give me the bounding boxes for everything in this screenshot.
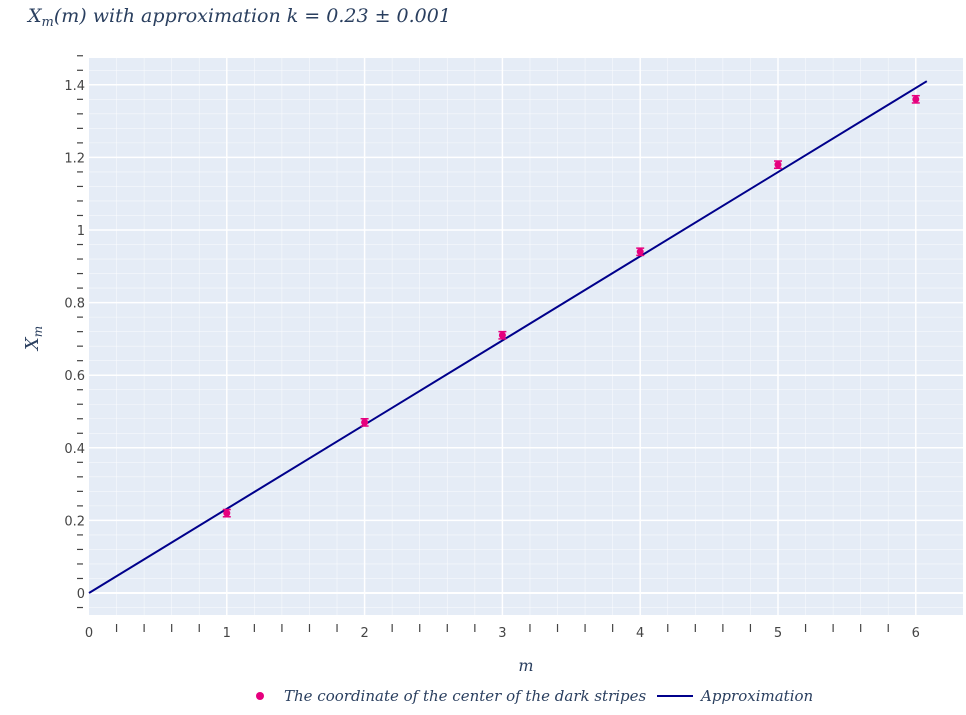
data-point xyxy=(498,331,506,339)
y-tick-label: 0.4 xyxy=(64,442,85,457)
y-tick-label: 0.6 xyxy=(64,369,85,384)
approximation-line-series xyxy=(88,80,928,594)
x-tick-label: 2 xyxy=(360,626,368,641)
x-tick-label: 1 xyxy=(223,626,231,641)
major-gridlines xyxy=(89,58,963,615)
legend[interactable]: The coordinate of the center of the dark… xyxy=(256,687,813,705)
legend-label-line: Approximation xyxy=(699,687,813,705)
y-axis-title: Xm xyxy=(22,326,45,352)
y-tick-label: 1.2 xyxy=(64,151,85,166)
legend-item-markers[interactable]: The coordinate of the center of the dark… xyxy=(256,687,647,705)
legend-label-markers: The coordinate of the center of the dark… xyxy=(284,687,647,705)
approximation-line xyxy=(88,80,928,594)
y-tick-label: 1 xyxy=(77,224,85,239)
data-point xyxy=(223,509,231,517)
chart-title: Xm(m) with approximation k = 0.23 ± 0.00… xyxy=(26,5,451,30)
x-axis-title: m xyxy=(518,656,533,675)
data-point xyxy=(774,161,782,169)
x-tick-label: 5 xyxy=(774,626,782,641)
x-tick-label: 3 xyxy=(498,626,506,641)
y-tick-label: 0.2 xyxy=(64,514,85,529)
y-tick-label: 0.8 xyxy=(64,297,85,312)
data-points-series xyxy=(222,94,920,518)
x-tick-label: 6 xyxy=(912,626,920,641)
x-tick-label: 0 xyxy=(85,626,93,641)
y-tick-labels: 0 0.2 0.4 0.6 0.8 1 1.2 1.4 xyxy=(64,79,85,602)
x-tick-label: 4 xyxy=(636,626,644,641)
plot-area xyxy=(89,58,963,615)
legend-item-line[interactable]: Approximation xyxy=(657,687,813,705)
y-tick-label: 1.4 xyxy=(64,79,85,94)
x-tick-labels: 0 1 2 3 4 5 6 xyxy=(85,626,920,641)
data-point xyxy=(912,95,920,103)
minor-gridlines xyxy=(89,55,963,615)
data-point xyxy=(361,418,369,426)
legend-marker-swatch xyxy=(256,692,264,700)
y-tick-label: 0 xyxy=(77,587,85,602)
data-point xyxy=(636,248,644,256)
minor-tick-marks xyxy=(77,55,889,632)
